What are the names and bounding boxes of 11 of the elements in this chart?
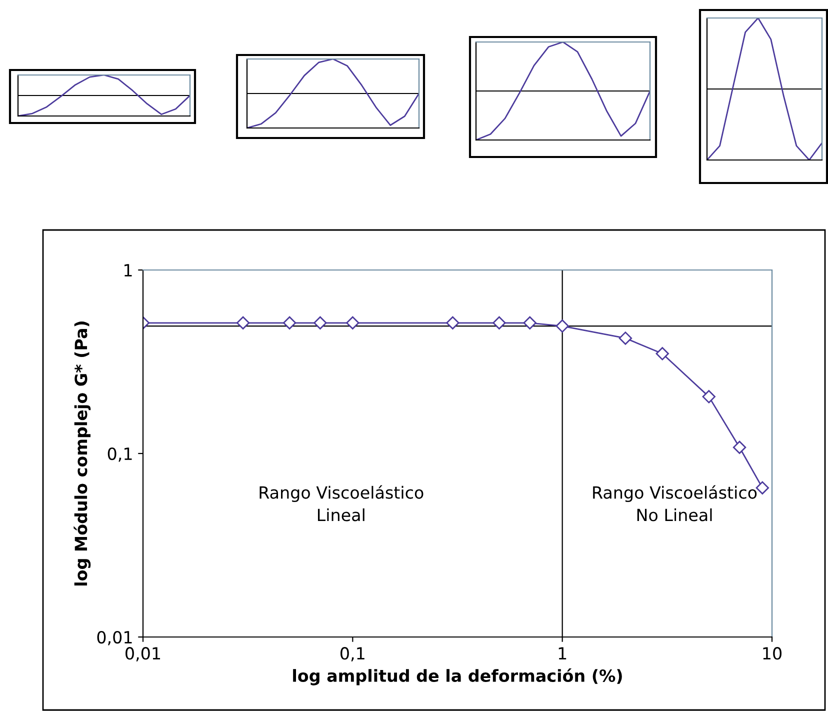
- y-axis-title: log Módulo complejo G* (Pa): [74, 322, 91, 586]
- x-tick-label: 10: [763, 647, 782, 660]
- x-tick-label: 0,01: [126, 647, 160, 662]
- annotation: Rango Viscoelástico Lineal: [260, 485, 424, 522]
- x-axis-title: log amplitud de la deformación (%): [293, 668, 622, 686]
- annotation: Rango Viscoelástico No Lineal: [593, 485, 757, 522]
- y-tick-label: 1: [124, 264, 132, 276]
- y-tick-label: 0,01: [97, 630, 132, 646]
- x-tick-label: 1: [558, 647, 566, 660]
- x-tick-label: 0,1: [340, 647, 364, 662]
- y-tick-label: 0,1: [108, 447, 132, 462]
